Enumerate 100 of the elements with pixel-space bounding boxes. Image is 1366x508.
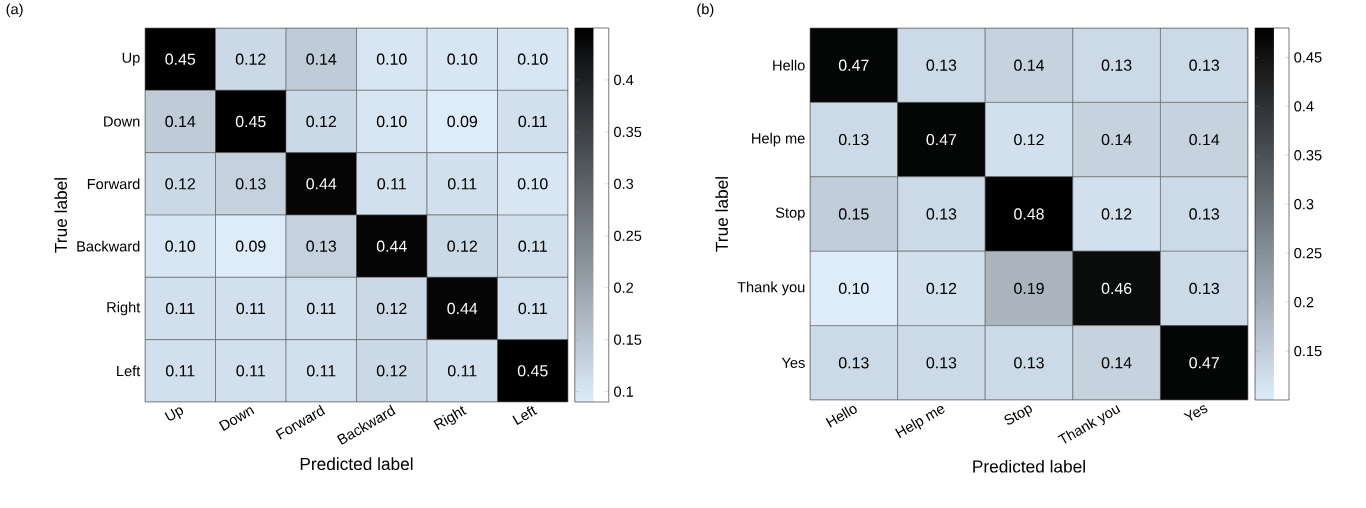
data-label: 0.11 <box>518 302 547 315</box>
data-label: 0.11 <box>306 365 336 377</box>
data-label: 0.44 <box>306 178 337 190</box>
color-bar-label: 0.3 <box>614 178 634 190</box>
x-tick-label: Yes <box>1183 405 1208 421</box>
data-label: 0.11 <box>236 302 265 315</box>
data-label: 0.12 <box>235 53 266 65</box>
data-label: 0.11 <box>165 365 195 377</box>
x-axis-title: Predicted label <box>300 457 413 471</box>
data-label: 0.12 <box>926 282 957 295</box>
y-tick-label: Thank you <box>737 281 805 296</box>
data-label: 0.14 <box>306 53 337 65</box>
data-label: 0.47 <box>838 59 869 71</box>
data-label: 0.46 <box>1101 282 1132 295</box>
data-label: 0.11 <box>236 365 265 377</box>
data-label: 0.13 <box>926 357 957 369</box>
data-label: 0.12 <box>1101 208 1132 220</box>
y-tick-label: Yes <box>781 357 805 368</box>
data-label: 0.47 <box>1189 357 1219 369</box>
data-label: 0.12 <box>306 115 336 128</box>
data-label: 0.11 <box>165 302 195 315</box>
data-label: 0.11 <box>518 240 547 252</box>
chart-title: (b) <box>697 3 714 18</box>
x-tick-label: Down <box>218 407 255 431</box>
data-label: 0.13 <box>838 133 869 146</box>
data-label: 0.45 <box>165 53 196 65</box>
y-tick-label: Help me <box>752 132 805 147</box>
text: (a) <box>6 3 23 18</box>
color-bar-label: 0.2 <box>1294 296 1314 308</box>
data-label: 0.44 <box>447 302 478 315</box>
color-bar-label: 0.1 <box>614 386 634 397</box>
color-bar-label: 0.15 <box>1294 345 1322 357</box>
data-label: 0.15 <box>838 208 869 220</box>
x-axis-title: Predicted label <box>973 459 1085 473</box>
data-label: 0.13 <box>235 178 266 190</box>
x-tick-label: Left <box>512 406 538 425</box>
x-tick-label: Right <box>433 406 467 430</box>
color-bar-label: 0.25 <box>1294 248 1322 259</box>
data-label: 0.14 <box>165 115 196 128</box>
data-label: 0.47 <box>926 133 957 146</box>
y-tick-label: Stop <box>775 207 805 221</box>
y-axis-title: True label <box>54 178 68 253</box>
data-label: 0.10 <box>517 178 548 190</box>
y-tick-label: Up <box>122 52 140 66</box>
data-label: 0.12 <box>447 240 477 252</box>
data-label: 0.13 <box>1189 208 1220 220</box>
data-label: 0.09 <box>447 115 477 128</box>
y-tick-label: Left <box>117 365 141 377</box>
data-label: 0.13 <box>1189 282 1220 295</box>
data-label: 0.10 <box>376 115 407 128</box>
color-bar-label: 0.35 <box>614 126 642 138</box>
data-label: 0.45 <box>517 365 548 377</box>
data-label: 0.44 <box>376 240 407 252</box>
data-label: 0.11 <box>447 178 477 190</box>
data-label: 0.14 <box>1189 133 1220 146</box>
data-label: 0.13 <box>1101 59 1132 71</box>
data-label: 0.45 <box>235 115 266 128</box>
color-bar-label: 0.25 <box>614 230 642 241</box>
x-tick-label: Up <box>164 407 184 421</box>
data-label: 0.13 <box>1189 59 1220 71</box>
data-label: 0.11 <box>377 178 406 190</box>
data-label: 0.12 <box>1014 133 1044 146</box>
data-label: 0.10 <box>447 53 478 65</box>
data-label: 0.13 <box>838 357 869 369</box>
y-tick-label: Hello <box>773 59 805 71</box>
x-tick-label: Help me <box>895 406 945 438</box>
data-label: 0.14 <box>1101 133 1132 146</box>
data-label: 0.12 <box>165 178 195 190</box>
data-label: 0.10 <box>376 53 407 65</box>
data-label: 0.13 <box>1014 357 1044 369</box>
color-bar-label: 0.4 <box>614 74 634 86</box>
data-label: 0.12 <box>376 302 407 315</box>
color-bar-label: 0.35 <box>1294 150 1322 161</box>
color-bar-label: 0.2 <box>614 282 634 293</box>
data-label: 0.12 <box>376 365 407 377</box>
color-bar-label: 0.3 <box>1294 199 1314 210</box>
data-label: 0.13 <box>926 208 957 220</box>
data-label: 0.14 <box>1014 59 1045 71</box>
data-label: 0.11 <box>306 302 336 315</box>
y-axis-title: True label <box>715 177 728 252</box>
color-bar-label: 0.4 <box>1294 101 1314 112</box>
data-label: 0.13 <box>306 240 337 252</box>
color-bar-label: 0.45 <box>1294 52 1322 63</box>
y-tick-label: Down <box>104 116 140 127</box>
data-label: 0.10 <box>165 240 196 252</box>
x-tick-label: Hello <box>825 406 857 428</box>
y-tick-label: Forward <box>87 178 140 190</box>
data-label: 0.11 <box>447 365 477 377</box>
data-label: 0.10 <box>517 53 548 65</box>
data-label: 0.19 <box>1014 282 1044 295</box>
data-label: 0.48 <box>1014 208 1044 220</box>
data-label: 0.09 <box>235 240 266 252</box>
color-bar-label: 0.15 <box>614 334 642 345</box>
data-label: 0.13 <box>926 59 957 71</box>
data-label: 0.10 <box>838 282 869 295</box>
data-label: 0.14 <box>1101 357 1132 369</box>
y-tick-label: Right <box>107 301 141 316</box>
data-label: 0.11 <box>518 115 547 128</box>
x-tick-label: Stop <box>1004 405 1032 425</box>
y-tick-label: Backward <box>77 240 140 252</box>
